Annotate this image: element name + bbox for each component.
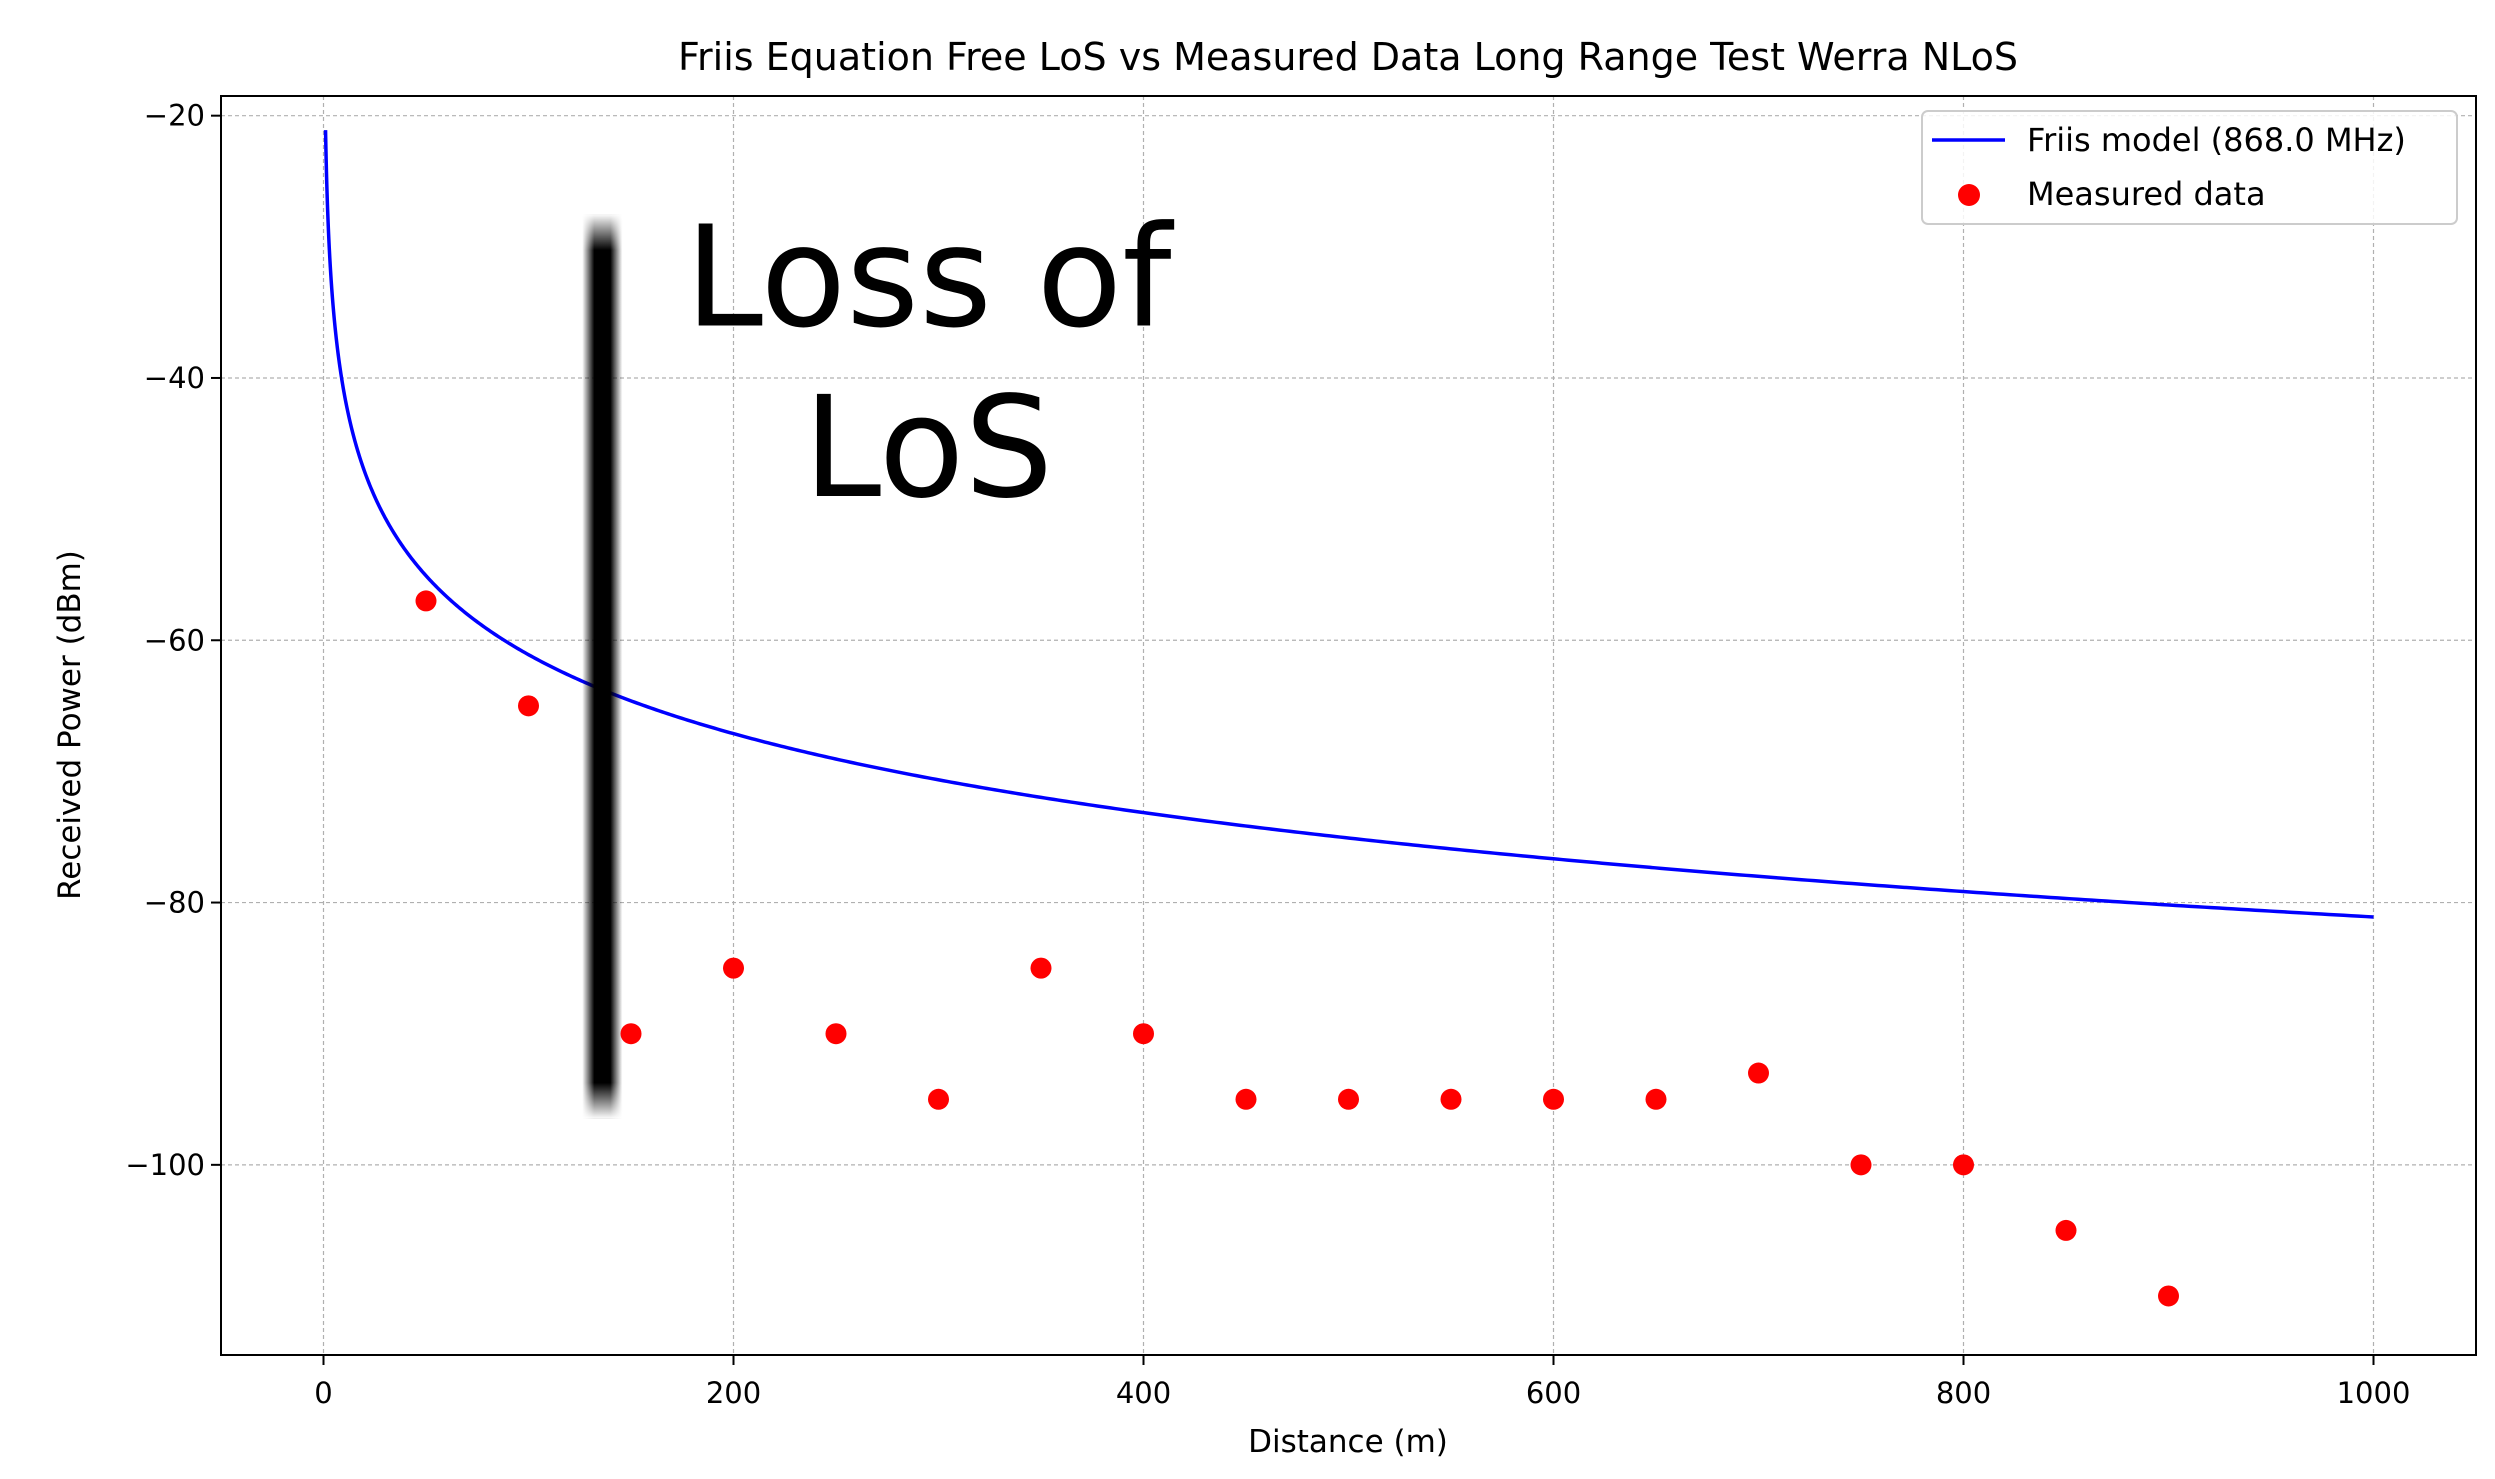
measured-point-15	[1953, 1154, 1974, 1176]
x-tick-label-2: 400	[1116, 1376, 1171, 1410]
chart-title: Friis Equation Free LoS vs Measured Data…	[678, 35, 2018, 79]
annotation-text-line-1: Loss of	[685, 197, 1174, 360]
y-axis: −20 −40 −60 −80 −100	[125, 99, 221, 1182]
y-tick-label-0: −20	[144, 99, 205, 133]
plot-area-frame	[220, 95, 2477, 1356]
measured-point-12	[1645, 1088, 1667, 1110]
measured-point-9	[1338, 1088, 1359, 1110]
legend-measured-swatch	[1958, 184, 1980, 206]
measured-point-4	[825, 1023, 847, 1045]
legend: Friis model (868.0 MHz) Measured data	[1921, 110, 2458, 225]
x-tick-label-0: 0	[314, 1376, 332, 1410]
measured-point-17	[2158, 1285, 2179, 1307]
x-tick-label-4: 800	[1936, 1376, 1991, 1410]
y-tick-label-1: −40	[144, 361, 205, 395]
measured-point-5	[928, 1088, 949, 1110]
y-tick-label-3: −80	[144, 886, 205, 920]
measured-point-16	[2055, 1219, 2077, 1241]
measured-point-10	[1440, 1088, 1462, 1110]
x-tick-label-5: 1000	[2337, 1376, 2411, 1410]
annotation-text-line-2: LoS	[803, 367, 1053, 530]
measured-point-7	[1133, 1023, 1154, 1045]
x-axis: 0 200 400 600 800 1000	[314, 1355, 2410, 1410]
measured-point-1	[518, 695, 539, 717]
y-tick-label-2: −60	[144, 623, 205, 657]
measured-point-2	[620, 1023, 642, 1045]
loss-of-los-marker	[582, 214, 623, 1119]
legend-measured-label: Measured data	[2027, 175, 2266, 213]
measured-point-8	[1235, 1088, 1257, 1110]
x-tick-label-1: 200	[706, 1376, 761, 1410]
y-tick-label-4: −100	[125, 1148, 205, 1182]
measured-point-14	[1850, 1154, 1872, 1176]
grid	[221, 96, 2476, 1355]
legend-friis-label: Friis model (868.0 MHz)	[2027, 121, 2406, 159]
measured-data-points	[415, 590, 2179, 1307]
measured-point-0	[415, 590, 437, 612]
measured-point-13	[1748, 1062, 1769, 1084]
measured-point-11	[1543, 1088, 1564, 1110]
marker-bar-fade	[582, 214, 623, 1119]
y-axis-label: Received Power (dBm)	[52, 550, 88, 900]
measured-point-3	[723, 957, 744, 979]
x-tick-label-3: 600	[1526, 1376, 1581, 1410]
legend-box	[1921, 110, 2458, 225]
measured-point-6	[1030, 957, 1052, 979]
x-axis-label: Distance (m)	[1248, 1424, 1448, 1460]
friis-model-line	[323, 130, 2374, 919]
